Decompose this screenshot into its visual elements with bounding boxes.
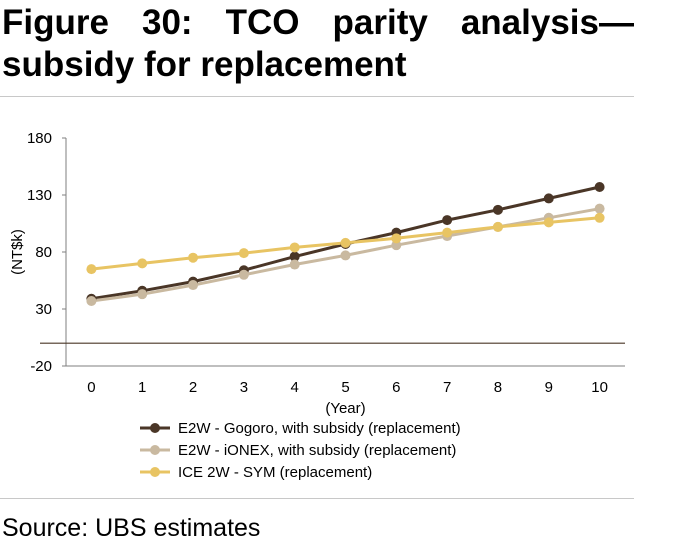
series-3-point <box>188 252 199 263</box>
series-points-layer <box>86 182 605 307</box>
figure-title-line-1: Figure 30: TCO parity analysis— <box>2 3 634 42</box>
top-divider <box>0 96 634 97</box>
x-tick-label: 2 <box>189 379 197 396</box>
x-tick-label: 9 <box>545 379 553 396</box>
x-tick-label: 8 <box>494 379 502 396</box>
series-1-point <box>492 204 503 215</box>
x-axis-title: (Year) <box>325 400 365 417</box>
series-2-point <box>391 240 402 251</box>
series-3-point <box>238 248 249 259</box>
x-tick-label: 4 <box>291 379 299 396</box>
y-tick-label: 180 <box>27 130 52 147</box>
figure-title-line-2: subsidy for replacement <box>2 45 407 84</box>
series-3-point <box>492 221 503 232</box>
series-3-point <box>137 258 148 269</box>
series-2-point <box>86 296 97 307</box>
series-3-point <box>594 212 605 223</box>
series-2-point <box>137 289 148 300</box>
legend-swatch-marker <box>150 445 160 455</box>
x-tick-label: 5 <box>341 379 349 396</box>
series-1-point <box>543 193 554 204</box>
x-tick-label: 0 <box>87 379 95 396</box>
series-2-point <box>188 280 199 291</box>
series-3-point <box>289 242 300 253</box>
legend-label: E2W - Gogoro, with subsidy (replacement) <box>178 420 461 437</box>
legend-item-2: E2W - iONEX, with subsidy (replacement) <box>140 442 456 459</box>
tco-line-chart: -20 30 80 130 180 0 1 2 3 4 5 6 7 8 9 10 (Year) (NT$k) E2… <box>9 130 625 480</box>
bottom-divider <box>0 498 634 499</box>
legend-swatch-marker <box>150 423 160 433</box>
series-3-point <box>442 227 453 238</box>
legend-item-3: ICE 2W - SYM (replacement) <box>140 464 372 480</box>
legend-swatch-marker <box>150 467 160 477</box>
series-1-point <box>442 215 453 226</box>
series-2-point <box>340 250 351 261</box>
x-tick-label: 7 <box>443 379 451 396</box>
series-2-point <box>594 203 605 214</box>
legend-label: ICE 2W - SYM (replacement) <box>178 464 372 480</box>
series-1-point <box>289 251 300 262</box>
axis-labels-layer: -20 30 80 130 180 0 1 2 3 4 5 6 7 8 9 10 (Year) (NT$k) <box>9 130 608 417</box>
x-tick-label: 10 <box>591 379 608 396</box>
y-tick-label: -20 <box>30 358 52 375</box>
source-note: Source: UBS estimates <box>2 514 261 542</box>
legend: E2W - Gogoro, with subsidy (replacement)… <box>140 420 461 480</box>
series-3-point <box>543 217 554 228</box>
x-tick-label: 3 <box>240 379 248 396</box>
series-3-point <box>86 264 97 275</box>
y-tick-label: 130 <box>27 187 52 204</box>
series-2-point <box>289 259 300 270</box>
figure-title: Figure 30: TCO parity analysis— subsidy … <box>2 2 634 86</box>
y-tick-label: 30 <box>35 301 52 318</box>
series-1-point <box>594 182 605 193</box>
y-axis-title: (NT$k) <box>9 229 26 275</box>
x-tick-label: 6 <box>392 379 400 396</box>
series-2-point <box>238 269 249 280</box>
x-tick-label: 1 <box>138 379 146 396</box>
axes-layer <box>40 137 625 367</box>
y-tick-label: 80 <box>35 244 52 261</box>
legend-label: E2W - iONEX, with subsidy (replacement) <box>178 442 456 459</box>
legend-item-1: E2W - Gogoro, with subsidy (replacement) <box>140 420 461 437</box>
series-3-point <box>340 237 351 248</box>
series-3-point <box>391 233 402 244</box>
